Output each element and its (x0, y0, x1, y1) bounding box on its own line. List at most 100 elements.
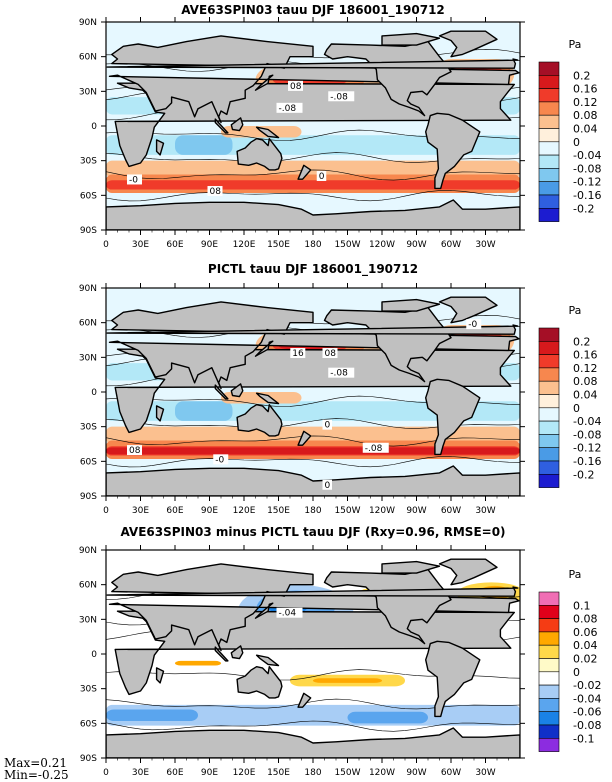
contour-label-bg (322, 419, 332, 430)
indian-anom (175, 660, 221, 666)
land-japan (254, 340, 274, 357)
land-uk (106, 324, 519, 335)
indian-trades (175, 401, 233, 421)
land-newGuinea (255, 126, 280, 139)
colorbar-swatch (538, 604, 560, 619)
colorbar-label: 0.08 (573, 613, 598, 626)
contour-line (106, 456, 520, 468)
contour-line (106, 720, 520, 732)
land-greenland (438, 30, 498, 58)
contour-label-bg (127, 174, 142, 185)
stat-min: Min=-0.25 (4, 768, 69, 782)
contour-label: -.08 (279, 104, 297, 114)
land-southAmerica (425, 640, 481, 718)
x-tick-label: 0 (103, 240, 109, 250)
colorbar-label: -0.2 (573, 468, 594, 481)
colorbar-label: -0.16 (573, 455, 601, 468)
y-tick-label: 30N (79, 353, 97, 363)
colorbar-unit: Pa (569, 38, 582, 51)
colorbar-unit: Pa (569, 304, 582, 317)
land-southAmerica (425, 378, 481, 456)
contour-label: 08 (290, 82, 302, 92)
colorbar-2: Pa0.20.160.120.080.040-0.04-0.08-0.12-0.… (538, 304, 601, 488)
land-arcticIslands (381, 298, 441, 312)
so-westerly-max (106, 447, 520, 455)
colorbar-swatch (538, 737, 560, 752)
land-eurasia (108, 301, 520, 390)
x-tick-label: 120E (233, 768, 256, 778)
land-borneo (230, 645, 244, 660)
x-tick-label: 120W (369, 768, 395, 778)
y-tick-label: 30S (80, 423, 97, 433)
map-2-field: -0 16 08 -.08 0 08 -0 -.08 0 (106, 288, 520, 496)
y-tick-label: 90N (79, 284, 97, 294)
y-tick-label: 30N (79, 87, 97, 97)
x-tick-label: 60W (441, 506, 461, 516)
land-eurasia (108, 563, 520, 652)
colorbar-swatch (538, 208, 560, 222)
contour-label-bg (127, 445, 142, 456)
colorbar-swatch (538, 684, 560, 699)
colorbar-swatch (538, 114, 560, 129)
colorbar-swatch (538, 618, 560, 633)
contour-label: -.08 (330, 92, 348, 102)
colorbar-swatch (538, 591, 560, 606)
contour-label: 08 (129, 446, 141, 456)
land-japan (254, 602, 274, 619)
land-borneo (230, 117, 244, 132)
colorbar-label: 0.16 (573, 349, 598, 362)
colorbar-label: -0.16 (573, 189, 601, 202)
colorbar-swatch (538, 711, 560, 726)
contour-label: 0 (325, 421, 331, 431)
panel-3: AVE63SPIN03 minus PICTL tauu DJF (Rxy=0.… (0, 522, 612, 782)
contour-label-bg (276, 607, 303, 618)
colorbar-swatch (538, 658, 560, 673)
colorbar-label: 0.1 (573, 599, 591, 612)
colorbar-label: 0.04 (573, 389, 598, 402)
colorbar-swatch (538, 88, 560, 103)
y-tick-label: 60S (80, 191, 97, 201)
panel-2: PICTL tauu DJF 186001_190712 (0, 260, 612, 522)
contour-line (106, 435, 520, 447)
x-tick-label: 120W (369, 506, 395, 516)
colorbar-swatch (538, 154, 560, 169)
contour-line (106, 698, 520, 710)
x-tick-label: 30W (475, 506, 495, 516)
land-madagascar (155, 139, 165, 156)
land-nz (297, 164, 312, 180)
land-southAmerica (425, 112, 481, 190)
colorbar-label: -0.04 (573, 149, 601, 162)
x-tick-label: 90W (406, 240, 426, 250)
colorbar-label: 0.12 (573, 362, 598, 375)
contour-label-bg (328, 91, 355, 102)
x-tick-label: 90E (201, 506, 218, 516)
panel-1-title: AVE63SPIN03 tauu DJF 186001_190712 (181, 3, 445, 17)
colorbar-label: 0.12 (573, 96, 598, 109)
contour-label-bg (362, 442, 389, 453)
colorbar-label: 0 (573, 136, 580, 149)
colorbar-swatch (538, 128, 560, 143)
y-tick-label: 60N (79, 581, 97, 591)
contour-label: 16 (292, 349, 304, 359)
x-tick-label: 30W (475, 240, 495, 250)
land-australia (236, 404, 283, 437)
so-anom-atl (106, 709, 198, 722)
x-tick-label: 180 (304, 506, 321, 516)
map-2: -0 16 08 -.08 0 08 -0 -.08 0 90N 60N 30N 0 30S 60S 90S 0… (79, 283, 525, 516)
contour-label-bg (207, 186, 223, 197)
colorbar-label: -0.08 (573, 428, 601, 441)
land-nz (297, 692, 312, 708)
colorbar-label: 0.2 (573, 335, 591, 348)
x-tick-label: 0 (103, 506, 109, 516)
colorbar-swatch (538, 367, 560, 382)
colorbar-label: 0 (573, 402, 580, 415)
so-westerly-core (106, 180, 520, 190)
colorbar-label: 0.2 (573, 69, 591, 82)
x-tick-label: 60E (166, 768, 183, 778)
map-3: -.04 90N 60N 30N 0 30S 60S 90S 0 30E 60E 90E 120E 150… (79, 545, 525, 778)
colorbar-swatch (538, 354, 560, 369)
land-greenland (438, 296, 498, 324)
colorbar-swatch (538, 61, 560, 76)
contour-label: -.08 (365, 444, 383, 454)
contour-label: -.08 (330, 369, 348, 379)
